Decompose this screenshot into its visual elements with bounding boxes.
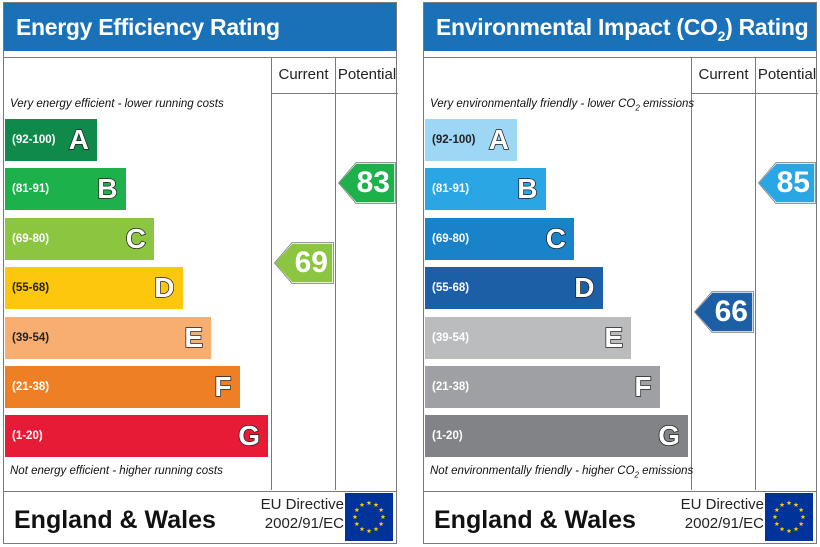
band-range-label: (39-54) — [12, 331, 50, 344]
band-letter: G — [657, 420, 680, 453]
rating-band-b: (81-91) B — [425, 168, 546, 211]
chart-body — [424, 57, 816, 492]
band-letter: A — [68, 123, 90, 156]
band-range-label: (92-100) — [432, 134, 476, 146]
energy-efficiency-panel: Energy Efficiency Rating Current Potenti… — [3, 2, 398, 544]
caption-end: emissions — [639, 98, 695, 110]
rating-band-f: (21-38) F — [425, 366, 660, 408]
panel-title: Environmental Impact (CO2) Rating — [424, 3, 816, 51]
column-header-current: Current — [698, 66, 749, 83]
band-letter: A — [488, 123, 510, 156]
column-header-potential: Potential — [757, 66, 817, 83]
country-label: England & Wales — [14, 506, 216, 534]
band-letter: F — [634, 370, 653, 403]
rating-arrow-current: 69 — [274, 241, 334, 284]
rating-band-a: (92-100) A — [5, 119, 97, 161]
bottom-caption: Not energy efficient - higher running co… — [10, 465, 223, 477]
rating-value: 83 — [356, 166, 390, 200]
rating-value: 66 — [714, 295, 748, 329]
column-divider — [271, 57, 272, 490]
eu-flag-icon — [765, 493, 813, 541]
title-end: ) Rating — [725, 14, 809, 40]
band-letter: E — [184, 321, 204, 354]
rating-value: 85 — [776, 166, 810, 200]
column-divider — [691, 57, 692, 490]
rating-band-f: (21-38) F — [5, 366, 240, 408]
arrow-shape — [338, 162, 396, 205]
band-letter: F — [214, 370, 233, 403]
header-divider — [691, 93, 818, 94]
band-range-label: (1-20) — [432, 430, 463, 443]
eu-flag-icon — [345, 493, 393, 541]
band-range-label: (81-91) — [432, 183, 470, 196]
band-letter: C — [545, 222, 567, 255]
caption-main: Very environmentally friendly - lower CO — [430, 98, 636, 110]
header-divider — [271, 93, 398, 94]
column-header-potential: Potential — [337, 66, 397, 83]
column-divider — [335, 57, 336, 490]
top-caption: Very environmentally friendly - lower CO… — [430, 98, 694, 112]
rating-band-c: (69-80) C — [5, 217, 154, 260]
title-main: Environmental Impact (CO — [436, 14, 718, 40]
rating-band-e: (39-54) E — [425, 316, 631, 359]
directive-line-1: EU Directive — [680, 496, 764, 513]
band-range-label: (55-68) — [12, 282, 50, 295]
band-letter: E — [604, 321, 624, 354]
band-range-label: (1-20) — [12, 430, 43, 443]
rating-value: 69 — [294, 245, 328, 279]
band-letter: D — [574, 271, 596, 304]
arrow-shape — [758, 162, 816, 205]
country-label: England & Wales — [434, 506, 636, 534]
column-header-current: Current — [278, 66, 329, 83]
directive-line-2: 2002/91/EC — [684, 515, 764, 532]
rating-band-g: (1-20) G — [5, 415, 268, 458]
rating-band-d: (55-68) D — [425, 267, 603, 310]
caption-main: Not environmentally friendly - higher CO — [430, 465, 635, 477]
rating-band-a: (92-100) A — [425, 119, 517, 161]
rating-band-g: (1-20) G — [425, 415, 688, 458]
rating-band-b: (81-91) B — [5, 168, 126, 211]
panel-title: Energy Efficiency Rating — [4, 3, 396, 51]
chart-body — [4, 57, 396, 492]
rating-band-d: (55-68) D — [5, 267, 183, 310]
rating-band-e: (39-54) E — [5, 316, 211, 359]
rating-band-c: (69-80) C — [425, 217, 574, 260]
band-range-label: (92-100) — [12, 134, 56, 146]
arrow-shape — [274, 241, 334, 284]
directive-line-2: 2002/91/EC — [264, 515, 344, 532]
band-letter: G — [237, 420, 260, 453]
band-range-label: (81-91) — [12, 183, 50, 196]
bottom-caption: Not environmentally friendly - higher CO… — [430, 465, 693, 479]
band-range-label: (21-38) — [432, 381, 470, 393]
band-letter: D — [154, 271, 176, 304]
band-range-label: (21-38) — [12, 381, 50, 393]
eu-directive-label: EU Directive 2002/91/EC — [254, 495, 344, 533]
rating-arrow-current: 66 — [694, 291, 754, 334]
top-caption: Very energy efficient - lower running co… — [10, 98, 224, 110]
band-range-label: (69-80) — [12, 232, 50, 245]
directive-line-1: EU Directive — [260, 496, 344, 513]
caption-subscript: 2 — [635, 103, 640, 113]
band-range-label: (55-68) — [432, 282, 470, 295]
band-range-label: (39-54) — [432, 331, 470, 344]
band-letter: C — [125, 222, 147, 255]
arrow-shape — [694, 291, 754, 334]
rating-arrow-potential: 85 — [758, 162, 816, 205]
band-range-label: (69-80) — [432, 232, 470, 245]
caption-end: emissions — [638, 465, 694, 477]
column-divider — [755, 57, 756, 490]
band-letter: B — [97, 173, 119, 206]
eu-directive-label: EU Directive 2002/91/EC — [674, 495, 764, 533]
caption-subscript: 2 — [634, 470, 639, 480]
rating-arrow-potential: 83 — [338, 162, 396, 205]
title-subscript: 2 — [717, 28, 726, 44]
band-letter: B — [517, 173, 539, 206]
environmental-impact-panel: Environmental Impact (CO2) Rating Curren… — [423, 2, 818, 544]
